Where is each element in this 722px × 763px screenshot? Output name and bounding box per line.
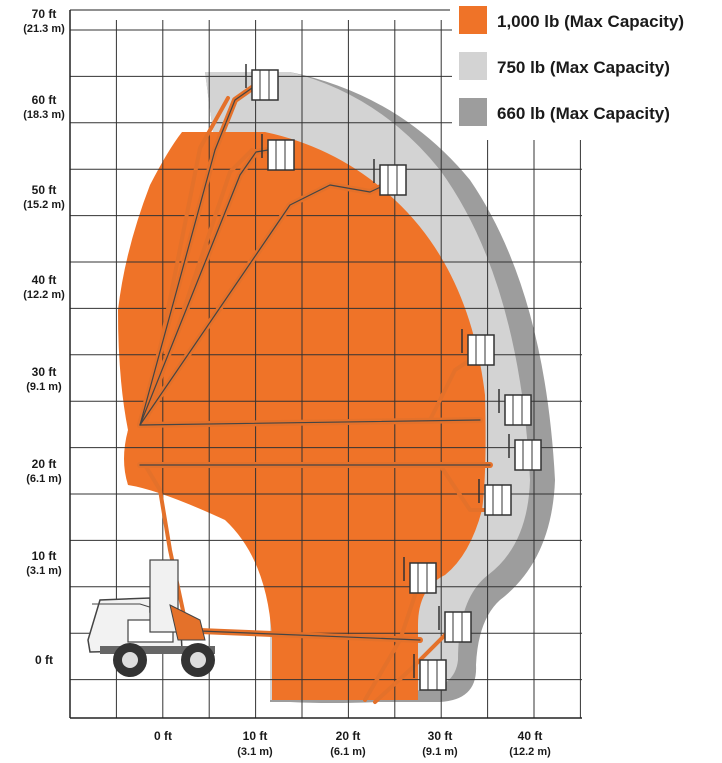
x-tick-ft: 0 ft xyxy=(154,729,172,743)
boom-positions xyxy=(137,85,493,704)
y-tick-ft: 60 ft xyxy=(32,93,57,107)
x-tick-ft: 40 ft xyxy=(518,729,543,743)
platform-basket-icon xyxy=(461,329,495,366)
legend-swatch xyxy=(459,6,487,34)
platform-basket-icon xyxy=(245,64,279,101)
legend-label: 660 lb (Max Capacity) xyxy=(497,104,670,123)
work-platform-basket-icon xyxy=(245,64,542,691)
y-tick-ft: 10 ft xyxy=(32,549,57,563)
y-tick-m: (18.3 m) xyxy=(23,109,65,121)
y-tick-ft: 30 ft xyxy=(32,365,57,379)
platform-basket-icon xyxy=(498,389,532,426)
y-tick-ft: 0 ft xyxy=(35,653,53,667)
x-tick-m: (9.1 m) xyxy=(422,746,458,758)
x-tick-ft: 30 ft xyxy=(428,729,453,743)
y-tick-m: (9.1 m) xyxy=(26,381,62,393)
platform-basket-icon xyxy=(403,557,437,594)
y-tick-ft: 50 ft xyxy=(32,183,57,197)
y-tick-m: (3.1 m) xyxy=(26,565,62,577)
x-tick-m: (3.1 m) xyxy=(237,746,273,758)
y-tick-m: (12.2 m) xyxy=(23,289,65,301)
platform-basket-icon xyxy=(478,479,512,516)
y-tick-m: (15.2 m) xyxy=(23,199,65,211)
y-tick-ft: 40 ft xyxy=(32,273,57,287)
legend-swatch xyxy=(459,52,487,80)
x-axis-labels: 0 ft 10 ft (3.1 m) 20 ft (6.1 m) 30 ft (9.1 m)… xyxy=(154,729,551,758)
legend: 1,000 lb (Max Capacity) 750 lb (Max Capac… xyxy=(452,0,722,140)
articulating-boom-lift-icon xyxy=(87,559,215,677)
y-tick-ft: 20 ft xyxy=(32,457,57,471)
capacity-zones xyxy=(118,72,555,703)
platform-basket-icon xyxy=(373,159,407,196)
axis-frame xyxy=(69,9,582,719)
platform-basket-icon xyxy=(261,134,295,171)
y-tick-m: (21.3 m) xyxy=(23,23,65,35)
y-tick-ft: 70 ft xyxy=(32,7,57,21)
platform-basket-icon xyxy=(438,606,472,643)
platform-basket-icon xyxy=(508,434,542,471)
x-tick-ft: 10 ft xyxy=(243,729,268,743)
y-tick-m: (6.1 m) xyxy=(26,473,62,485)
x-tick-ft: 20 ft xyxy=(336,729,361,743)
x-tick-m: (12.2 m) xyxy=(509,746,551,758)
legend-label: 1,000 lb (Max Capacity) xyxy=(497,12,684,31)
legend-swatch xyxy=(459,98,487,126)
platform-basket-icon xyxy=(413,654,447,691)
legend-label: 750 lb (Max Capacity) xyxy=(497,58,670,77)
x-tick-m: (6.1 m) xyxy=(330,746,366,758)
y-axis-labels: 70 ft (21.3 m) 60 ft (18.3 m) 50 ft (15.2 m) 4… xyxy=(23,7,65,667)
